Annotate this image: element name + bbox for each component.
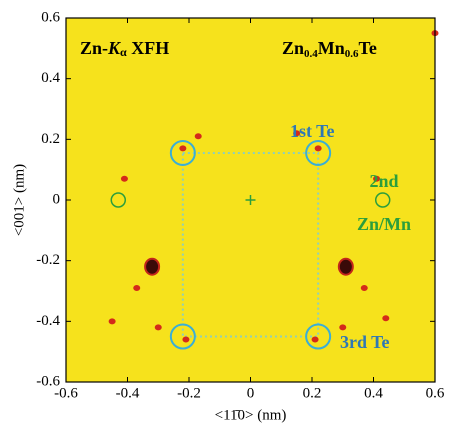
spot xyxy=(312,337,319,343)
x-tick-label: -0.2 xyxy=(177,385,201,401)
x-tick-label: 0.4 xyxy=(364,385,383,401)
x-tick-label: -0.4 xyxy=(116,385,140,401)
x-tick-label: 0.2 xyxy=(303,385,322,401)
x-axis-label: <11̄0> (nm) xyxy=(215,407,287,423)
dark-spot xyxy=(339,259,353,275)
spot xyxy=(339,324,346,330)
y-tick-label: 0 xyxy=(53,191,61,207)
spot xyxy=(121,176,128,182)
x-tick-label: 0.6 xyxy=(426,385,445,401)
annotation: 2nd xyxy=(369,171,398,191)
sample-label: Zn0.4Mn0.6Te xyxy=(282,38,377,59)
spot xyxy=(315,145,322,151)
x-tick-label: 0 xyxy=(247,385,255,401)
spot xyxy=(361,285,368,291)
spot xyxy=(133,285,140,291)
y-tick-label: -0.2 xyxy=(36,252,60,268)
annotation: 1st Te xyxy=(290,121,335,141)
spot xyxy=(182,337,189,343)
y-axis-label: <001> (nm) xyxy=(11,164,27,236)
annotation: Zn/Mn xyxy=(357,214,411,234)
dark-spot xyxy=(145,259,159,275)
spot xyxy=(155,324,162,330)
y-tick-label: 0.6 xyxy=(41,9,60,25)
y-tick-label: 0.2 xyxy=(41,131,60,147)
spot xyxy=(179,145,186,151)
spot xyxy=(109,318,116,324)
plot xyxy=(66,18,439,382)
spot xyxy=(382,315,389,321)
y-tick-label: -0.4 xyxy=(36,313,60,329)
annotation: 3rd Te xyxy=(340,332,390,352)
spot xyxy=(195,133,202,139)
chart: Zn-Kα XFH Zn0.4Mn0.6Te -0.6-0.4-0.200.20… xyxy=(0,0,449,430)
y-tick-label: 0.4 xyxy=(41,70,60,86)
y-tick-label: -0.6 xyxy=(36,373,60,389)
